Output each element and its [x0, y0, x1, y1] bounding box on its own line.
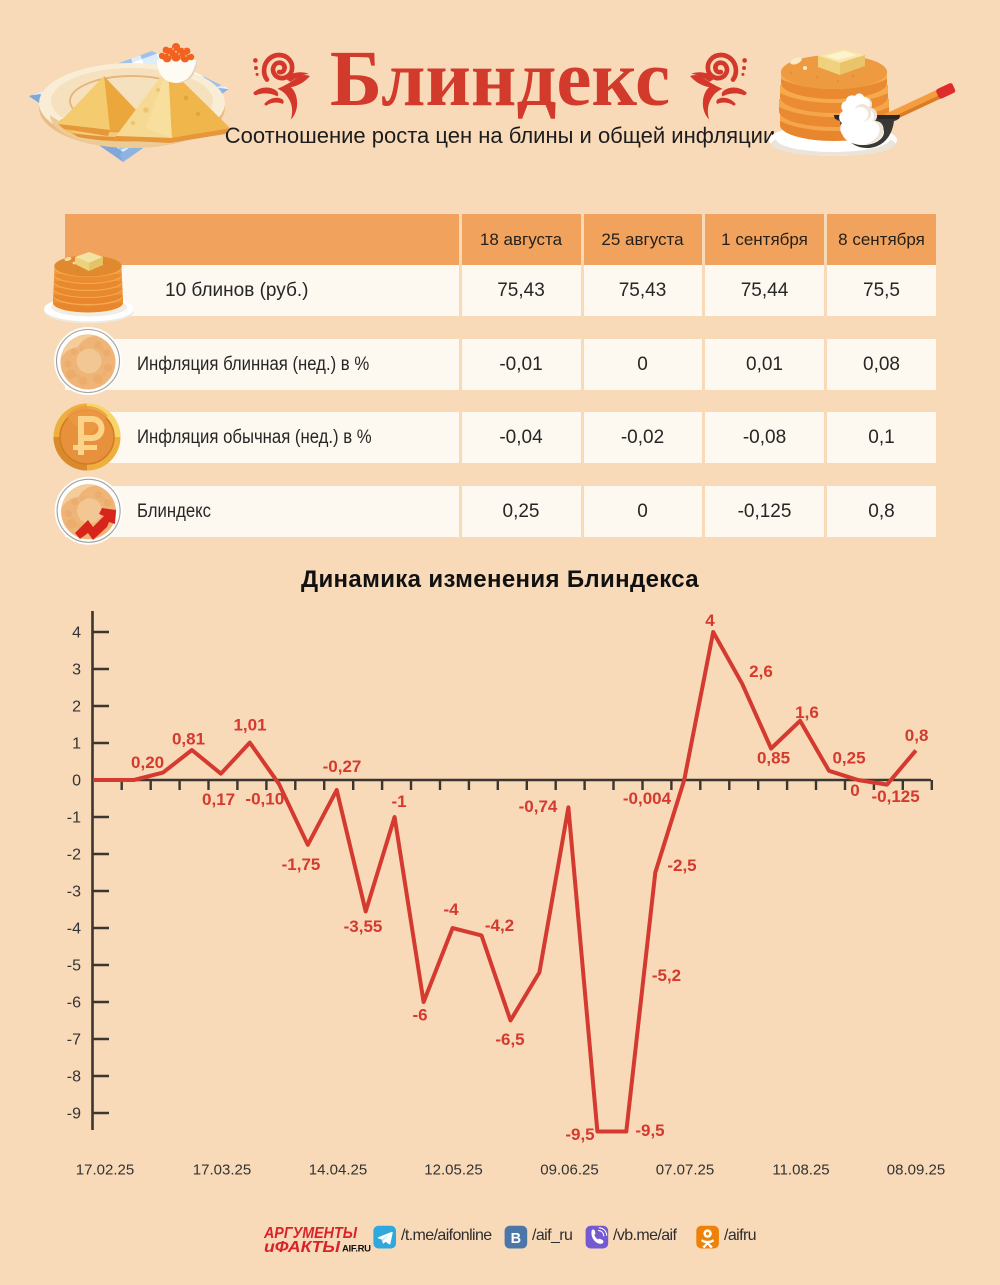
- svg-text:-1: -1: [67, 810, 81, 827]
- svg-text:-3: -3: [67, 884, 81, 901]
- svg-text:-1,75: -1,75: [282, 855, 321, 874]
- svg-text:12.05.25: 12.05.25: [424, 1162, 482, 1179]
- svg-text:-0,125: -0,125: [871, 787, 919, 806]
- svg-text:-9: -9: [67, 1106, 81, 1123]
- svg-text:0,81: 0,81: [172, 730, 205, 749]
- svg-text:0,25: 0,25: [832, 749, 865, 768]
- svg-text:-6: -6: [412, 1006, 427, 1025]
- svg-text:-7: -7: [67, 1032, 81, 1049]
- svg-text:17.02.25: 17.02.25: [76, 1162, 134, 1179]
- svg-text:1,01: 1,01: [233, 716, 266, 735]
- svg-text:1: 1: [72, 736, 81, 753]
- svg-text:-4: -4: [67, 921, 81, 938]
- svg-text:-8: -8: [67, 1069, 81, 1086]
- svg-text:1,6: 1,6: [795, 703, 819, 722]
- svg-text:4: 4: [705, 611, 715, 630]
- svg-text:17.03.25: 17.03.25: [193, 1162, 251, 1179]
- svg-text:-0,27: -0,27: [323, 757, 362, 776]
- svg-text:-9,5: -9,5: [565, 1125, 594, 1144]
- svg-text:3: 3: [72, 662, 81, 679]
- svg-text:07.07.25: 07.07.25: [656, 1162, 714, 1179]
- svg-text:-4: -4: [443, 900, 459, 919]
- svg-text:-0,004: -0,004: [623, 789, 672, 808]
- svg-text:2,6: 2,6: [749, 662, 773, 681]
- svg-text:-1: -1: [391, 792, 406, 811]
- svg-text:-6: -6: [67, 995, 81, 1012]
- svg-text:-2: -2: [67, 847, 81, 864]
- svg-text:-0,74: -0,74: [519, 797, 558, 816]
- svg-text:14.04.25: 14.04.25: [309, 1162, 367, 1179]
- svg-text:-2,5: -2,5: [667, 856, 696, 875]
- svg-text:08.09.25: 08.09.25: [887, 1162, 945, 1179]
- svg-text:-4,2: -4,2: [485, 916, 514, 935]
- svg-text:АРГУМЕНТЫ: АРГУМЕНТЫ: [263, 1225, 358, 1242]
- svg-text:-5: -5: [67, 958, 81, 975]
- svg-text:0,85: 0,85: [757, 749, 790, 768]
- svg-text:2: 2: [72, 699, 81, 716]
- svg-text:4: 4: [72, 625, 81, 642]
- svg-text:-3,55: -3,55: [344, 917, 383, 936]
- svg-text:-6,5: -6,5: [495, 1030, 524, 1049]
- svg-text:-5,2: -5,2: [652, 966, 681, 985]
- svg-text:11.08.25: 11.08.25: [772, 1162, 829, 1179]
- svg-text:0: 0: [72, 773, 81, 790]
- svg-text:0,20: 0,20: [131, 753, 164, 772]
- svg-text:0,17: 0,17: [202, 790, 235, 809]
- svg-text:AIF.RU: AIF.RU: [342, 1244, 371, 1255]
- svg-text:B: B: [511, 1231, 521, 1247]
- svg-text:09.06.25: 09.06.25: [540, 1162, 598, 1179]
- svg-text:0: 0: [850, 781, 859, 800]
- svg-text:-0,10: -0,10: [245, 790, 284, 809]
- svg-text:-9,5: -9,5: [635, 1121, 664, 1140]
- svg-text:0,8: 0,8: [905, 726, 929, 745]
- svg-text:иФАКТЫ: иФАКТЫ: [264, 1239, 341, 1256]
